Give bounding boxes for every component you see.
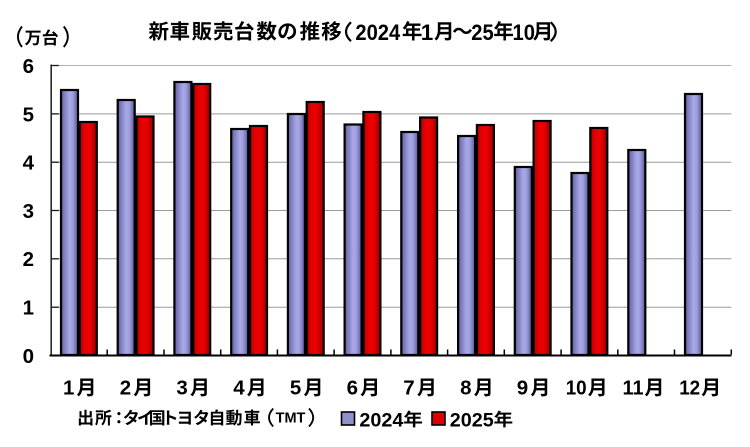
svg-text:3: 3 <box>176 377 187 400</box>
svg-text:1: 1 <box>421 20 434 45</box>
svg-text:6: 6 <box>23 55 34 78</box>
svg-text:12: 12 <box>679 377 700 400</box>
svg-text:11: 11 <box>623 377 644 400</box>
svg-text:TMT: TMT <box>276 411 306 427</box>
svg-text:7: 7 <box>403 377 414 400</box>
svg-text:8: 8 <box>460 377 471 400</box>
svg-text:5: 5 <box>23 103 34 126</box>
svg-text:9: 9 <box>517 377 528 400</box>
svg-text:6: 6 <box>347 377 358 400</box>
svg-text:2024: 2024 <box>359 410 403 432</box>
svg-text:10: 10 <box>513 20 535 45</box>
svg-text:10: 10 <box>566 377 587 400</box>
svg-text:4: 4 <box>233 377 245 400</box>
svg-text:4: 4 <box>23 152 35 175</box>
svg-text:25: 25 <box>471 20 493 45</box>
svg-text:2: 2 <box>23 248 34 271</box>
svg-text:2: 2 <box>120 377 131 400</box>
svg-text:0: 0 <box>23 345 34 368</box>
svg-text:3: 3 <box>23 200 34 223</box>
svg-text:2024: 2024 <box>355 20 400 45</box>
svg-text:5: 5 <box>290 377 301 400</box>
svg-text:2025: 2025 <box>450 410 494 432</box>
svg-text:1: 1 <box>23 297 34 320</box>
svg-text:1: 1 <box>63 377 74 400</box>
